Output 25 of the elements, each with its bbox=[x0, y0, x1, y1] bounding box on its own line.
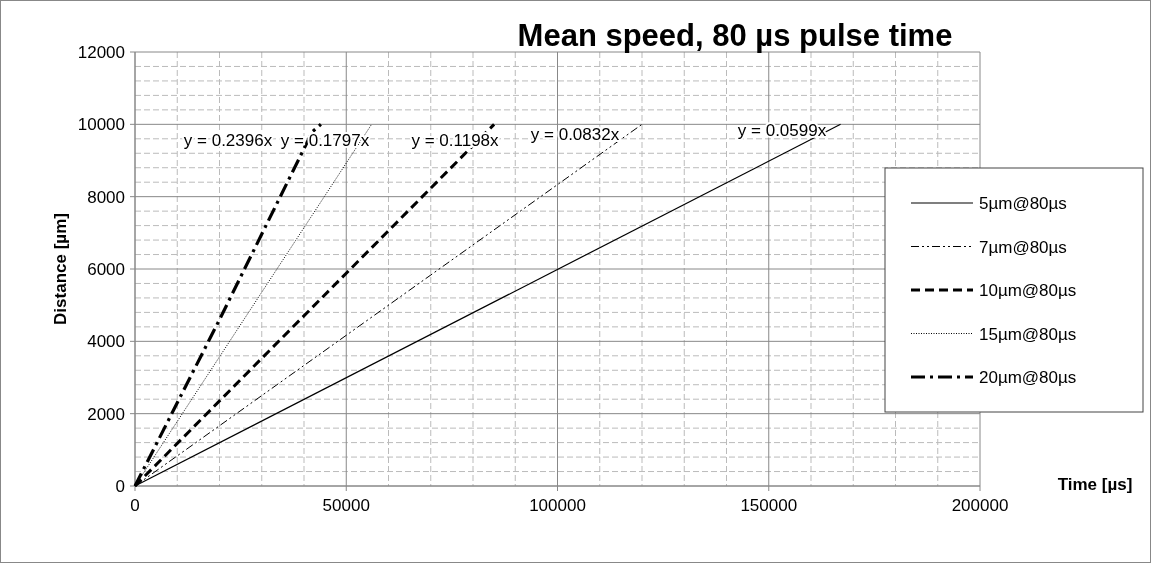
x-axis-title: Time [µs] bbox=[1057, 475, 1133, 494]
legend-label: 7µm@80µs bbox=[979, 237, 1067, 257]
annotation: y = 0.2396x bbox=[183, 131, 273, 150]
legend-label: 20µm@80µs bbox=[979, 368, 1077, 387]
y-tick-label: 4000 bbox=[87, 332, 125, 352]
x-tick-label: 200000 bbox=[951, 496, 1009, 515]
y-tick-label: 10000 bbox=[77, 115, 125, 135]
y-tick-label: 8000 bbox=[87, 187, 125, 207]
y-tick-label: 6000 bbox=[87, 260, 125, 279]
annotation: y = 0.1198x bbox=[411, 131, 500, 150]
y-tick-label: 0 bbox=[115, 477, 125, 496]
y-axis-title: Distance [µm] bbox=[51, 213, 70, 325]
x-tick-label: 100000 bbox=[529, 496, 586, 515]
legend-label: 10µm@80µs bbox=[979, 281, 1077, 300]
annotation: y = 0.0832x bbox=[530, 125, 620, 144]
x-tick-label: 50000 bbox=[322, 496, 370, 515]
y-tick-label: 2000 bbox=[87, 404, 125, 424]
annotation: y = 0.1797x bbox=[280, 131, 370, 150]
legend-label: 5µm@80µs bbox=[979, 194, 1067, 213]
annotation: y = 0.0599x bbox=[737, 121, 827, 140]
chart-title: Mean speed, 80 µs pulse time bbox=[517, 18, 953, 53]
legend-label: 15µm@80µs bbox=[979, 324, 1077, 344]
x-tick-label: 0 bbox=[130, 496, 140, 515]
y-tick-label: 12000 bbox=[77, 43, 125, 62]
x-tick-label: 150000 bbox=[740, 496, 798, 515]
